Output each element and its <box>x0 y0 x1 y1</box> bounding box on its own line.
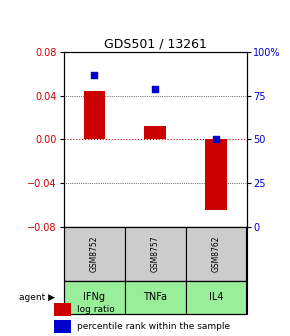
Bar <box>54 320 71 333</box>
Bar <box>84 91 105 139</box>
Bar <box>125 227 186 281</box>
Bar <box>186 227 246 281</box>
Point <box>153 86 157 91</box>
Bar <box>144 126 166 139</box>
Text: percentile rank within the sample: percentile rank within the sample <box>77 322 230 331</box>
Bar <box>64 281 125 314</box>
Bar <box>64 281 246 314</box>
Text: GSM8757: GSM8757 <box>151 235 160 272</box>
Text: GSM8762: GSM8762 <box>211 236 221 272</box>
Bar <box>125 281 186 314</box>
Text: IFNg: IFNg <box>83 292 105 302</box>
Bar <box>64 227 125 281</box>
Bar <box>54 303 71 316</box>
Text: TNFa: TNFa <box>143 292 167 302</box>
Text: IL4: IL4 <box>209 292 223 302</box>
Bar <box>64 227 246 281</box>
Text: log ratio: log ratio <box>77 305 115 314</box>
Point <box>92 72 97 78</box>
Bar <box>186 281 246 314</box>
Title: GDS501 / 13261: GDS501 / 13261 <box>104 38 206 51</box>
Point <box>214 137 218 142</box>
Text: GSM8752: GSM8752 <box>90 236 99 272</box>
Bar <box>205 139 227 210</box>
Text: agent ▶: agent ▶ <box>19 293 55 302</box>
